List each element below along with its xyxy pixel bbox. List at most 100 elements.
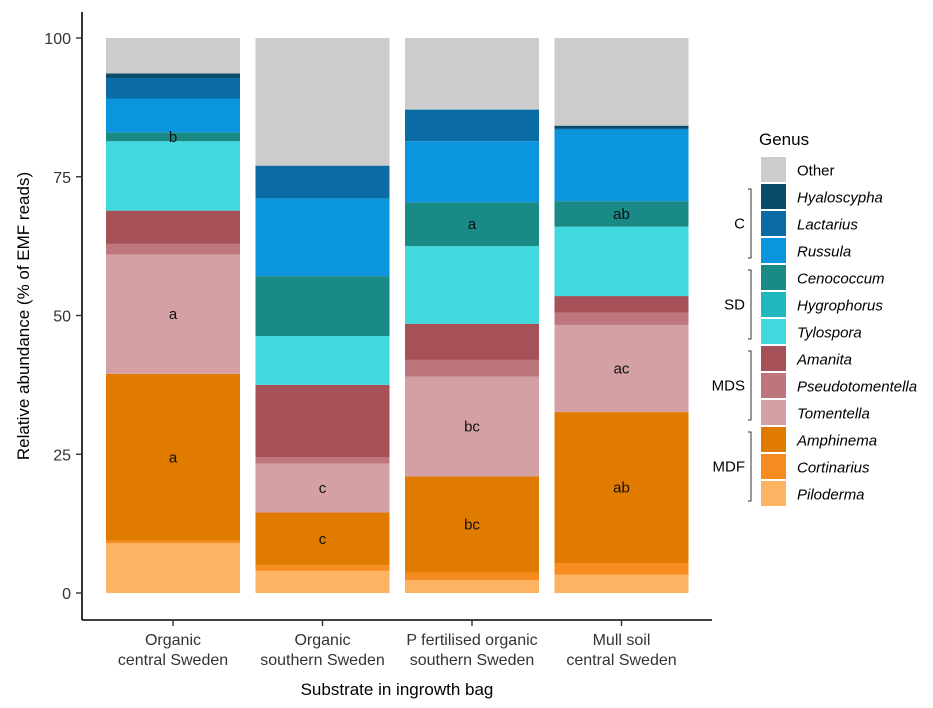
group-label: MDS bbox=[712, 378, 745, 395]
bar-segment-russula-2 bbox=[405, 141, 539, 203]
y-tick-label: 50 bbox=[53, 309, 71, 326]
legend-label-amphinema: Amphinema bbox=[796, 433, 877, 450]
legend-label-hygrophorus: Hygrophorus bbox=[797, 298, 883, 315]
bar-segment-pseudotomentella-1 bbox=[255, 457, 390, 464]
bar-segment-cortinarius-0 bbox=[106, 540, 240, 544]
x-tick-label: Mull soil bbox=[593, 632, 651, 649]
legend-key-cenococcum bbox=[761, 265, 786, 290]
legend-key-lactarius bbox=[761, 211, 786, 236]
bar-segment-pseudotomentella-2 bbox=[405, 359, 539, 377]
x-axis-title: Substrate in ingrowth bag bbox=[301, 680, 494, 699]
x-tick-label: central Sweden bbox=[566, 652, 676, 669]
legend-group-sd: SD bbox=[724, 269, 752, 340]
legend-label-tylospora: Tylospora bbox=[797, 325, 862, 342]
x-ticks-layer: Organic central Sweden Organic southern Swe… bbox=[118, 620, 677, 669]
bar-segment-hyaloscypha-0 bbox=[106, 73, 240, 78]
bar-segment-other-0 bbox=[106, 38, 240, 74]
bar-segment-tomentella-2 bbox=[405, 376, 539, 477]
y-tick-label: 100 bbox=[44, 31, 71, 48]
bar-segment-lactarius-3 bbox=[554, 128, 689, 130]
bar-segment-russula-0 bbox=[106, 98, 240, 133]
segment-letter-label: ab bbox=[613, 206, 630, 223]
bar-segment-amanita-3 bbox=[554, 296, 689, 313]
bar-segment-tomentella-0 bbox=[106, 254, 240, 374]
bar-segment-tomentella-1 bbox=[255, 463, 390, 513]
legend-label-hyaloscypha: Hyaloscypha bbox=[797, 190, 883, 207]
legend-label-cortinarius: Cortinarius bbox=[797, 460, 870, 477]
y-axis-title: Relative abundance (% of EMF reads) bbox=[14, 172, 33, 460]
bar-segment-amphinema-2 bbox=[405, 476, 539, 573]
bar-segment-lactarius-0 bbox=[106, 77, 240, 99]
x-tick-label: Organic bbox=[145, 632, 201, 649]
x-tick-label: Organic bbox=[294, 632, 350, 649]
y-tick-label: 75 bbox=[53, 170, 71, 187]
bar-segment-lactarius-1 bbox=[255, 165, 390, 199]
segment-letter-label: bc bbox=[464, 516, 480, 533]
legend-key-cortinarius bbox=[761, 454, 786, 479]
group-label: MDF bbox=[713, 459, 746, 476]
group-bracket bbox=[748, 188, 752, 259]
segment-letter-label: a bbox=[169, 449, 178, 466]
segment-letter-label: c bbox=[319, 480, 327, 497]
segment-letter-label: ac bbox=[614, 361, 630, 378]
group-bracket bbox=[748, 431, 752, 502]
bar-segment-pseudotomentella-3 bbox=[554, 312, 689, 325]
legend-key-hyaloscypha bbox=[761, 184, 786, 209]
bar-segment-tylospora-1 bbox=[255, 336, 390, 385]
bar-segment-russula-3 bbox=[554, 129, 689, 202]
bar-segment-piloderma-3 bbox=[554, 574, 689, 593]
legend-group-mds: MDS bbox=[712, 350, 752, 421]
legend-label-pseudotomentella: Pseudotomentella bbox=[797, 379, 917, 396]
bar-segment-amphinema-0 bbox=[106, 373, 240, 541]
legend-label-lactarius: Lactarius bbox=[797, 217, 858, 234]
bar-segment-amphinema-1 bbox=[255, 512, 390, 566]
legend-key-piloderma bbox=[761, 481, 786, 506]
legend-label-tomentella: Tomentella bbox=[797, 406, 870, 423]
bar-segment-tylospora-0 bbox=[106, 141, 240, 211]
bars-layer bbox=[106, 38, 689, 593]
bar-segment-other-3 bbox=[554, 38, 689, 126]
group-label: C bbox=[734, 216, 745, 233]
legend-key-amanita bbox=[761, 346, 786, 371]
legend-label-other: Other bbox=[797, 163, 835, 180]
legend-key-hygrophorus bbox=[761, 292, 786, 317]
legend-key-tomentella bbox=[761, 400, 786, 425]
legend-title: Genus bbox=[759, 130, 809, 149]
x-tick-label: southern Sweden bbox=[260, 652, 385, 669]
segment-letter-label: bc bbox=[464, 419, 480, 436]
bar-segment-other-1 bbox=[255, 38, 390, 166]
legend: Genus Other Hyaloscypha Lactarius Russula Ce… bbox=[712, 130, 917, 506]
segment-letter-label: a bbox=[169, 306, 178, 323]
segment-letter-label: ab bbox=[613, 480, 630, 497]
bar-segment-amanita-0 bbox=[106, 210, 240, 244]
legend-label-amanita: Amanita bbox=[796, 352, 852, 369]
legend-key-other bbox=[761, 157, 786, 182]
group-bracket bbox=[748, 269, 752, 340]
segment-letter-label: c bbox=[319, 531, 327, 548]
bar-segment-hyaloscypha-3 bbox=[554, 125, 689, 129]
y-tick-label: 0 bbox=[62, 586, 71, 603]
bar-segment-cortinarius-1 bbox=[255, 565, 390, 571]
segment-letter-label: b bbox=[169, 129, 177, 146]
group-label: SD bbox=[724, 297, 745, 314]
bar-segment-pseudotomentella-0 bbox=[106, 243, 240, 255]
bar-segment-cenococcum-2 bbox=[405, 202, 539, 247]
bar-segment-amphinema-3 bbox=[554, 412, 689, 564]
group-bracket bbox=[748, 350, 752, 421]
x-tick-label: southern Sweden bbox=[410, 652, 535, 669]
legend-key-pseudotomentella bbox=[761, 373, 786, 398]
x-tick-label: central Sweden bbox=[118, 652, 228, 669]
legend-label-russula: Russula bbox=[797, 244, 851, 261]
bar-segment-russula-1 bbox=[255, 198, 390, 277]
bar-segment-piloderma-0 bbox=[106, 543, 240, 593]
bar-segment-amanita-1 bbox=[255, 384, 390, 458]
bar-segment-lactarius-2 bbox=[405, 109, 539, 142]
bar-segment-piloderma-2 bbox=[405, 580, 539, 593]
bar-segment-cenococcum-1 bbox=[255, 276, 390, 337]
bar-segment-amanita-2 bbox=[405, 323, 539, 360]
legend-group-c: C bbox=[734, 188, 752, 259]
bar-segment-cenococcum-3 bbox=[554, 201, 689, 227]
